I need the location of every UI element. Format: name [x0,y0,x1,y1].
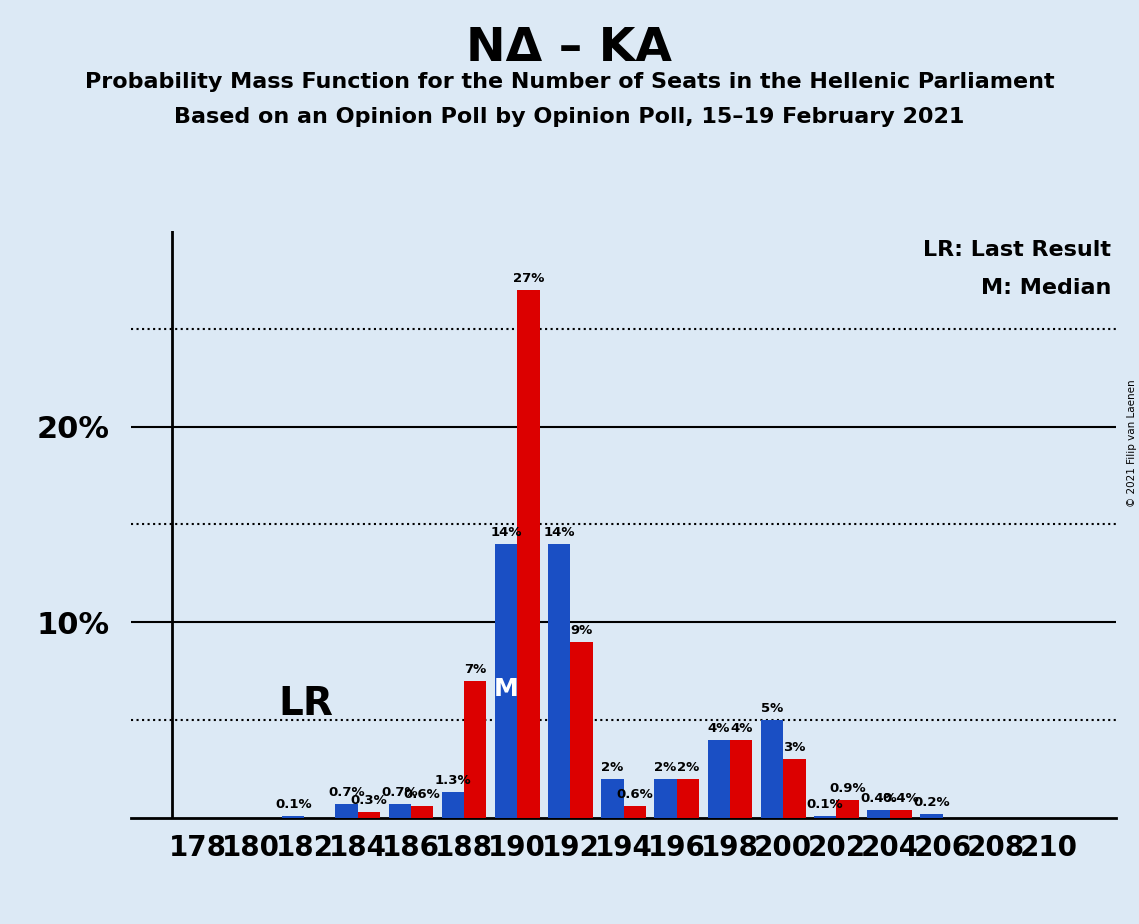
Bar [601,779,624,818]
Text: 0.4%: 0.4% [883,792,919,805]
Text: 27%: 27% [513,272,544,285]
Text: 4%: 4% [707,722,730,735]
Text: 7%: 7% [464,663,486,676]
Text: M: M [493,677,518,701]
Bar [464,681,486,818]
Bar [761,720,784,818]
Bar [707,739,730,818]
Bar [920,814,943,818]
Text: 0.7%: 0.7% [328,786,364,799]
Text: 0.4%: 0.4% [860,792,896,805]
Bar [890,810,912,818]
Bar [358,812,380,818]
Text: 0.2%: 0.2% [913,796,950,808]
Bar [624,806,646,818]
Text: 14%: 14% [543,526,575,539]
Bar [867,810,890,818]
Bar [548,544,571,818]
Text: NΔ – KA: NΔ – KA [467,26,672,71]
Text: 0.7%: 0.7% [382,786,418,799]
Text: M: Median: M: Median [981,278,1112,298]
Text: 14%: 14% [490,526,522,539]
Bar [571,641,592,818]
Bar [730,739,753,818]
Bar [442,792,464,818]
Bar [335,804,358,818]
Text: 0.6%: 0.6% [403,788,441,801]
Text: 0.6%: 0.6% [616,788,653,801]
Bar [388,804,411,818]
Bar [282,816,304,818]
Text: 0.9%: 0.9% [829,783,866,796]
Bar [517,290,540,818]
Text: 9%: 9% [571,624,592,637]
Bar [677,779,699,818]
Text: LR: Last Result: LR: Last Result [924,240,1112,260]
Bar [411,806,433,818]
Text: 3%: 3% [784,741,805,754]
Bar [494,544,517,818]
Text: 2%: 2% [601,760,623,773]
Text: © 2021 Filip van Laenen: © 2021 Filip van Laenen [1126,380,1137,507]
Text: 0.1%: 0.1% [274,798,312,811]
Bar [836,800,859,818]
Text: 5%: 5% [761,702,784,715]
Text: 2%: 2% [655,760,677,773]
Text: LR: LR [278,686,333,723]
Text: Probability Mass Function for the Number of Seats in the Hellenic Parliament: Probability Mass Function for the Number… [84,72,1055,92]
Bar [814,816,836,818]
Text: 0.1%: 0.1% [806,798,844,811]
Text: 2%: 2% [677,760,699,773]
Text: Based on an Opinion Poll by Opinion Poll, 15–19 February 2021: Based on an Opinion Poll by Opinion Poll… [174,107,965,128]
Text: 1.3%: 1.3% [435,774,472,787]
Text: 0.3%: 0.3% [351,794,387,807]
Bar [655,779,677,818]
Bar [784,760,805,818]
Text: 4%: 4% [730,722,753,735]
